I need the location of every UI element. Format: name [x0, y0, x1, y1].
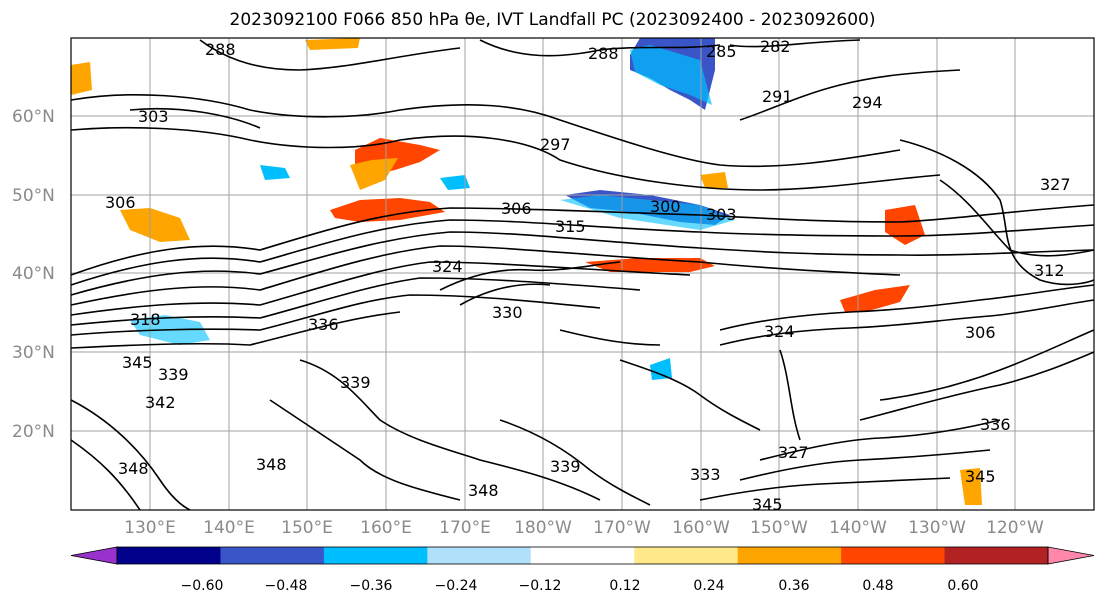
shade-positive-small-a: [700, 172, 728, 188]
contour-label: 336: [980, 415, 1011, 434]
lon-label: 120°W: [986, 518, 1044, 538]
colorbar-tick: −0.36: [350, 578, 393, 594]
colorbar-tick: 0.60: [947, 578, 978, 594]
colorbar-tick: −0.12: [519, 578, 562, 594]
colorbar-ticks: −0.60 −0.48 −0.36 −0.24 −0.12 0.12 0.24 …: [181, 578, 979, 594]
lon-label: 160°E: [360, 518, 412, 538]
contour-labels: 288 285 282 288 291 294 303 297 306 306 …: [105, 37, 1071, 514]
lon-label: 160°W: [672, 518, 730, 538]
contour-label: 336: [308, 315, 339, 334]
contour-label: 300: [650, 197, 681, 216]
latitude-labels: 60°N 50°N 40°N 30°N 20°N: [12, 107, 55, 442]
lat-label: 20°N: [12, 422, 55, 442]
shade-negative-small-a: [440, 175, 470, 190]
contour-label: 339: [158, 365, 189, 384]
colorbar-segment: [634, 547, 739, 564]
colorbar-tick: −0.60: [181, 578, 224, 594]
contour-label: 291: [762, 87, 793, 106]
colorbar-segment: [530, 547, 635, 564]
contour-label: 285: [706, 42, 737, 61]
colorbar-tick: 0.12: [609, 578, 640, 594]
contour-label: 303: [706, 205, 737, 224]
contour-label: 324: [432, 257, 463, 276]
contour-label: 342: [145, 393, 176, 412]
contour-label: 327: [778, 443, 809, 462]
colorbar-tick: −0.48: [265, 578, 308, 594]
colorbar-extend-high: [1047, 546, 1095, 565]
contour-label: 345: [122, 353, 153, 372]
contour-label: 288: [588, 44, 619, 63]
lon-label: 130°E: [124, 518, 176, 538]
contour-label: 312: [1034, 261, 1065, 280]
colorbar-tick: −0.24: [435, 578, 478, 594]
contour-label: 345: [752, 495, 783, 514]
colorbar-segments: [70, 546, 1095, 565]
shade-positive-jet: [330, 198, 445, 222]
contour-label: 339: [550, 457, 581, 476]
colorbar-tick: 0.48: [862, 578, 893, 594]
contour-label: 318: [130, 310, 161, 329]
shade-positive-top: [305, 38, 360, 50]
contour-label: 348: [256, 455, 287, 474]
colorbar-segment: [323, 547, 428, 564]
lon-label: 130°W: [908, 518, 966, 538]
colorbar-segment: [220, 547, 325, 564]
lon-label: 180°W: [514, 518, 572, 538]
lon-label: 170°W: [593, 518, 651, 538]
colorbar-segment: [427, 547, 532, 564]
lat-label: 60°N: [12, 107, 55, 127]
lon-label: 150°W: [750, 518, 808, 538]
colorbar-outline: [116, 546, 1049, 565]
colorbar-tick: 0.36: [778, 578, 809, 594]
contour-label: 345: [965, 467, 996, 486]
contour-label: 333: [690, 465, 721, 484]
contour-label: 327: [1040, 175, 1071, 194]
theta-e-contours: [70, 39, 1095, 511]
lon-label: 170°E: [439, 518, 491, 538]
lat-label: 40°N: [12, 264, 55, 284]
lat-label: 50°N: [12, 186, 55, 206]
shade-negative-small-b: [650, 358, 672, 380]
contour-label: 324: [764, 322, 795, 341]
colorbar-segment: [737, 547, 842, 564]
shade-positive-small-b: [960, 468, 982, 505]
contour-label: 306: [501, 199, 532, 218]
contour-label: 303: [138, 107, 169, 126]
contour-label: 306: [105, 193, 136, 212]
contour-label: 288: [205, 40, 236, 59]
lon-label: 140°E: [203, 518, 255, 538]
contour-label: 330: [492, 303, 523, 322]
colorbar-segment: [944, 547, 1049, 564]
contour-label: 339: [340, 373, 371, 392]
contour-label: 282: [760, 37, 791, 56]
graticule: [71, 38, 1094, 510]
shade-positive-corner: [71, 62, 92, 95]
colorbar-segment: [117, 547, 221, 564]
lat-label: 30°N: [12, 343, 55, 363]
lon-label: 140°W: [829, 518, 887, 538]
map-frame: [70, 37, 1095, 511]
colorbar-extend-low: [70, 546, 118, 565]
contour-label: 297: [540, 135, 571, 154]
contour-label: 294: [852, 93, 883, 112]
contour-label: 306: [965, 323, 996, 342]
shade-negative-alaska: [630, 45, 712, 105]
lon-label: 150°E: [281, 518, 333, 538]
contour-label: 315: [555, 217, 586, 236]
contour-label: 348: [118, 459, 149, 478]
shade-negative-small-c: [260, 165, 290, 180]
map-title: 2023092100 F066 850 hPa θe, IVT Landfall…: [229, 10, 876, 30]
colorbar: −0.60 −0.48 −0.36 −0.24 −0.12 0.12 0.24 …: [70, 546, 1095, 594]
contour-label: 348: [468, 481, 499, 500]
shade-positive-west: [120, 208, 190, 242]
longitude-labels: 130°E 140°E 150°E 160°E 170°E 180°W 170°…: [124, 518, 1044, 538]
colorbar-tick: 0.24: [693, 578, 724, 594]
shade-positive-gulf: [885, 205, 925, 245]
colorbar-segment: [841, 547, 946, 564]
